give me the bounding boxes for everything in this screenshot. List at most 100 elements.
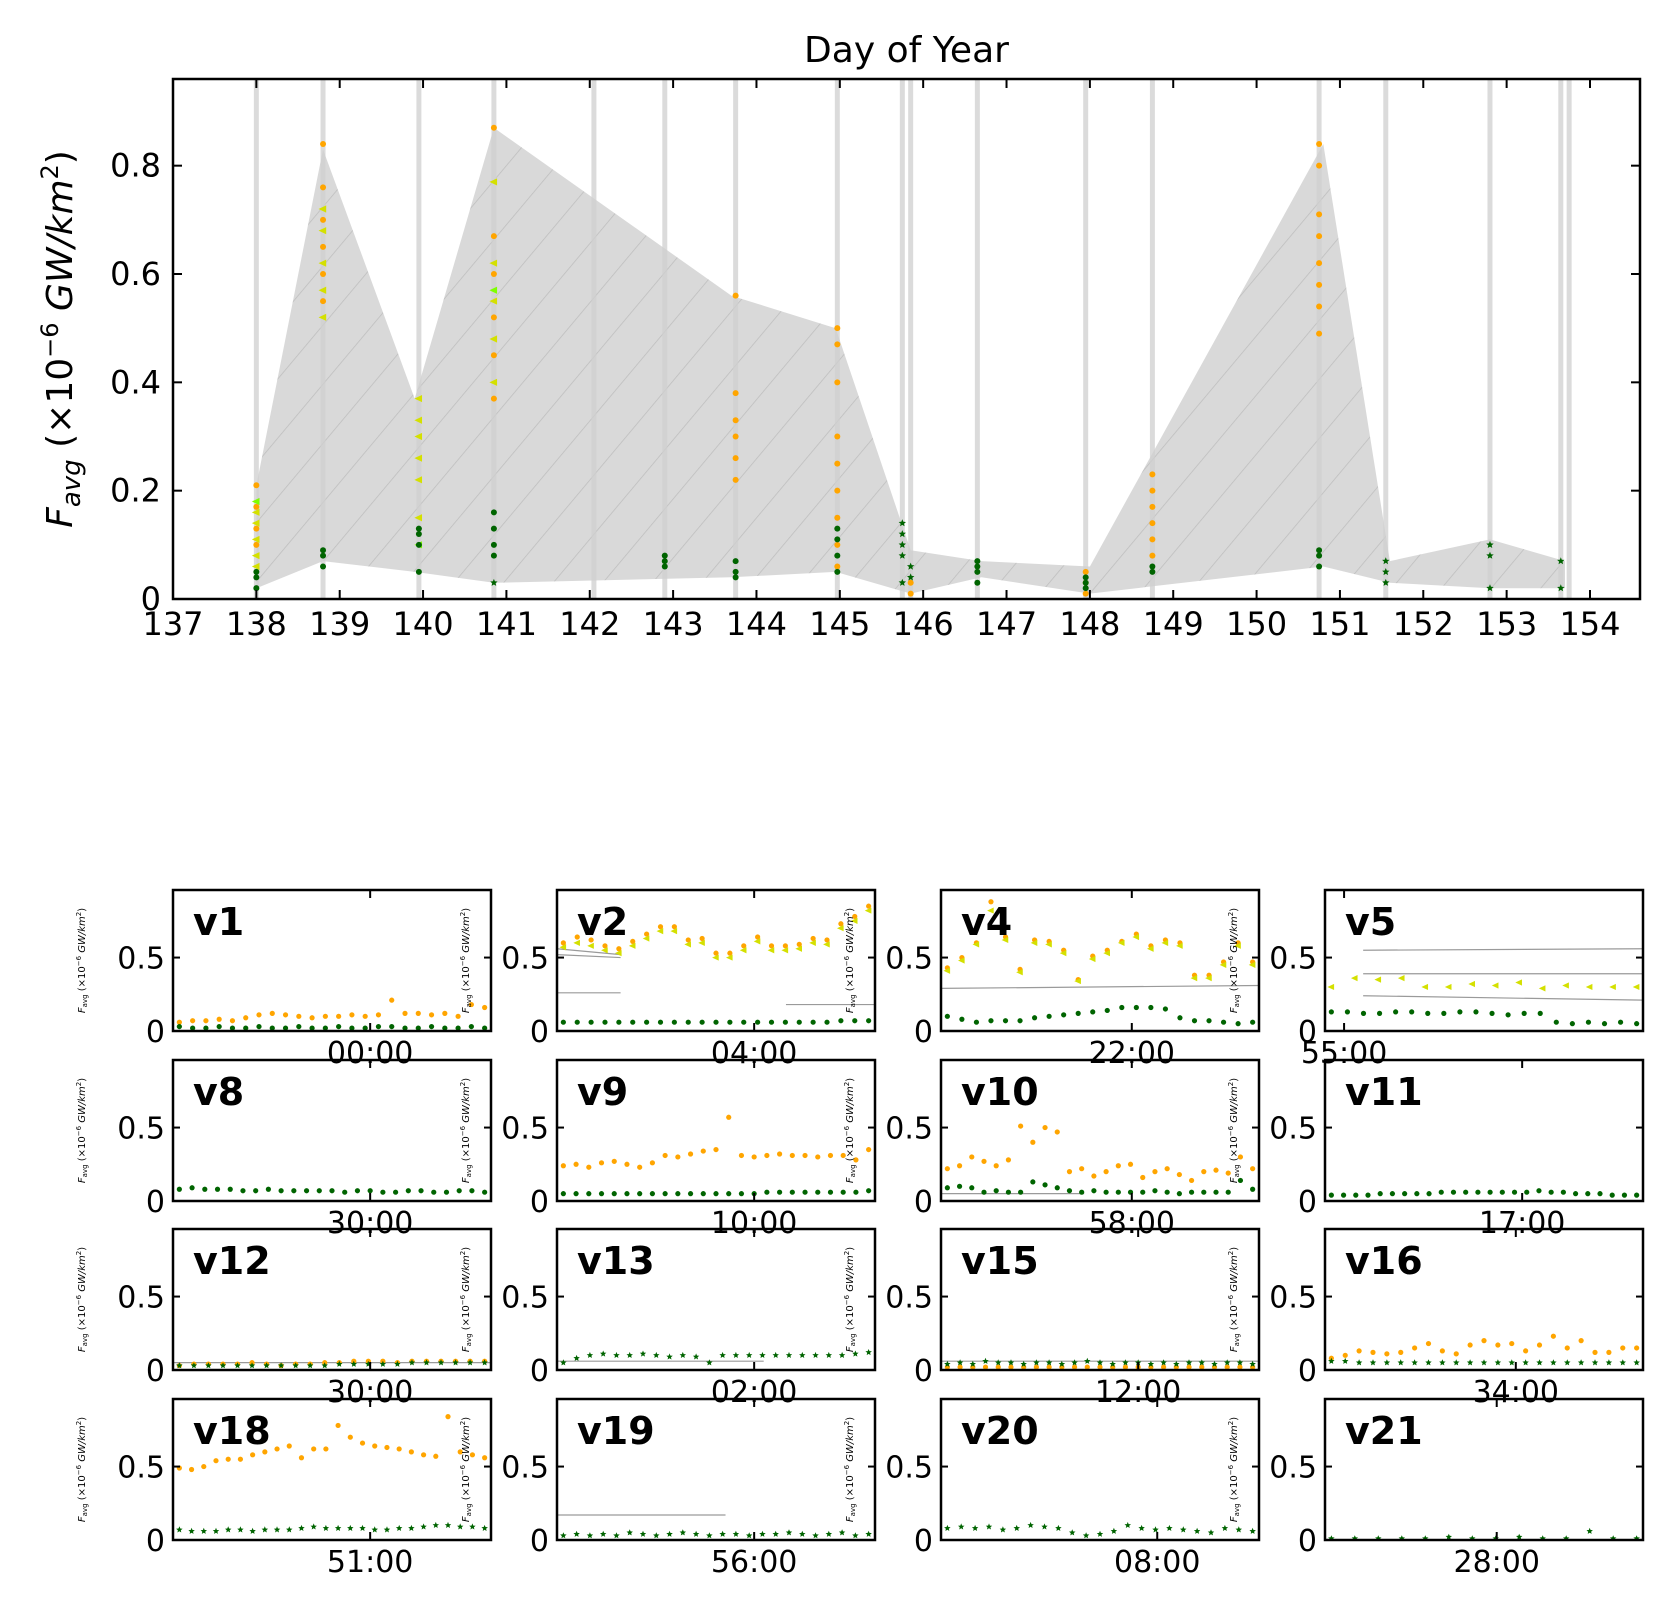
data-point-star [1096, 1359, 1104, 1366]
y-tick-label: 0 [1298, 1524, 1317, 1559]
data-point-dot [732, 568, 739, 575]
data-point-dot [1316, 563, 1323, 570]
data-point-dot [1082, 585, 1089, 592]
y-tick-label: 0.5 [117, 1281, 165, 1316]
data-point-dot [988, 899, 994, 905]
data-point-triangle [251, 508, 260, 516]
data-point-star [719, 1351, 726, 1358]
panel-y-axis-label-part: 2 [459, 1251, 467, 1255]
data-point-star [1160, 1359, 1167, 1366]
panel-y-axis-label-part: avg [465, 994, 473, 1007]
data-point-star [573, 1530, 580, 1537]
data-point-dot [755, 1019, 761, 1025]
data-point-triangle [414, 476, 423, 484]
data-point-star [176, 1362, 183, 1369]
panel-y-axis-label-part: 2 [843, 1082, 851, 1086]
data-point-dot [1079, 1189, 1085, 1195]
data-point-dot [1487, 1189, 1493, 1195]
data-point-dot [1376, 1010, 1383, 1016]
data-point-dot [1103, 1169, 1109, 1175]
panel-y-axis-label-part: −6 [75, 1464, 83, 1475]
y-tick-label: 0 [1298, 1185, 1317, 1220]
data-point-dot [1634, 1192, 1640, 1198]
panel-y-axis-label-part: −6 [843, 1464, 851, 1475]
data-point-triangle [642, 935, 650, 942]
data-point-triangle [698, 939, 705, 946]
data-point-dot [661, 558, 668, 565]
panel-y-axis-label-part: −6 [459, 955, 467, 966]
reference-line [941, 984, 1259, 990]
data-point-star [1193, 1527, 1201, 1534]
data-point-dot [974, 563, 981, 570]
data-point-triangle [1609, 983, 1616, 991]
data-point-dot [661, 552, 668, 559]
data-point-dot [969, 1185, 975, 1191]
panel-plot-area [173, 1358, 491, 1369]
data-point-dot [1377, 1191, 1383, 1197]
data-point-triangle [1491, 982, 1499, 989]
x-tick-label: 149 [1143, 605, 1204, 643]
panel-plot-area [941, 1123, 1256, 1197]
y-tick-label: 0.5 [117, 1112, 165, 1147]
main-axes-frame [171, 77, 1642, 601]
data-point-dot [1237, 1364, 1243, 1370]
panel-y-axis-label-part: GW/km [461, 1086, 472, 1126]
panel-label: v4 [961, 900, 1012, 944]
data-point-dot [796, 941, 802, 947]
data-point-dot [1054, 1185, 1060, 1191]
data-point-dot [573, 1191, 579, 1197]
data-point-dot [1090, 1009, 1096, 1015]
data-point-star [759, 1530, 766, 1537]
x-tick-label: 12:00 [1095, 1375, 1181, 1410]
data-point-dot [1071, 1364, 1078, 1370]
panel-y-axis-label: Favg (×10−6 GW/km2) [1227, 908, 1241, 1013]
y-tick-label: 0.5 [1269, 1112, 1317, 1147]
data-point-dot [428, 1012, 435, 1018]
panel-y-axis-label-part: F [1229, 1177, 1240, 1183]
data-point-dot [202, 1186, 208, 1192]
panel-frame [171, 1227, 493, 1372]
data-point-dot [1524, 1189, 1530, 1195]
data-point-dot [661, 563, 668, 570]
data-point-triangle [972, 941, 980, 948]
panel-y-axis-label-part: ) [845, 1247, 856, 1251]
y-tick-label: 0.5 [885, 1281, 933, 1316]
data-point-dot [1495, 1342, 1501, 1348]
data-point-dot [598, 1160, 605, 1166]
data-point-dot [993, 1188, 999, 1194]
data-point-dot [1152, 1169, 1158, 1175]
data-point-dot [237, 1456, 244, 1462]
data-point-star [1382, 557, 1390, 565]
panel-y-axis-label-part: ) [845, 908, 856, 912]
data-point-triangle [414, 514, 423, 522]
data-point-dot [342, 1189, 348, 1195]
data-point-dot [1066, 1188, 1073, 1194]
data-point-triangle [850, 917, 858, 924]
data-point-dot [389, 1023, 395, 1030]
data-point-dot [490, 314, 497, 321]
panel-y-axis-label-part: −6 [843, 1294, 851, 1305]
data-point-triangle [1103, 950, 1110, 957]
data-point-dot [1548, 1189, 1554, 1195]
data-point-star [457, 1523, 464, 1530]
data-point-star [1480, 1359, 1488, 1366]
data-point-triangle [251, 497, 260, 506]
data-point-star [481, 1524, 488, 1531]
data-point-dot [402, 1025, 408, 1031]
y-tick-label: 0 [146, 1524, 165, 1559]
data-point-star [1425, 1359, 1432, 1366]
data-point-dot [320, 552, 327, 559]
panel-y-axis-label-part: ) [461, 1417, 472, 1421]
data-point-star [785, 1351, 793, 1358]
data-point-triangle [414, 394, 423, 403]
y-tick-label: 0.6 [110, 255, 161, 293]
data-point-triangle [1421, 983, 1429, 991]
x-tick-label: 141 [476, 605, 537, 643]
data-point-dot [216, 1016, 222, 1022]
data-point-dot [298, 1455, 305, 1461]
data-point-dot [1601, 1021, 1608, 1027]
data-point-star [560, 1532, 567, 1539]
data-point-dot [322, 1025, 328, 1031]
data-point-dot [993, 1163, 999, 1169]
